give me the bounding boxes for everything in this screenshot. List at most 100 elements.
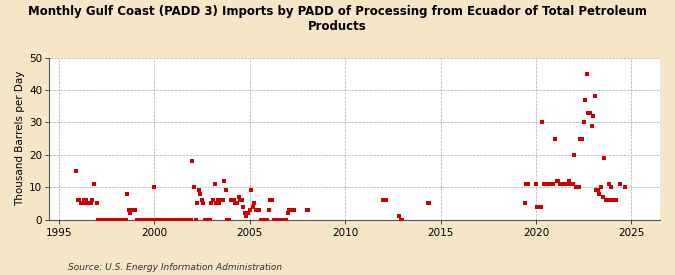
Point — [128, 208, 139, 212]
Point — [540, 182, 551, 186]
Point — [74, 198, 85, 202]
Point — [424, 201, 435, 206]
Point — [521, 182, 532, 186]
Point — [87, 198, 98, 202]
Point — [593, 188, 603, 193]
Point — [228, 198, 239, 202]
Point — [558, 182, 568, 186]
Point — [213, 198, 223, 202]
Point — [394, 214, 404, 219]
Text: Source: U.S. Energy Information Administration: Source: U.S. Energy Information Administ… — [68, 263, 281, 272]
Point — [541, 182, 552, 186]
Point — [269, 218, 280, 222]
Point — [566, 182, 576, 186]
Point — [520, 201, 531, 206]
Point — [190, 218, 201, 222]
Point — [157, 218, 167, 222]
Point — [556, 182, 567, 186]
Point — [187, 159, 198, 163]
Point — [543, 182, 554, 186]
Point — [131, 218, 142, 222]
Point — [225, 198, 236, 202]
Point — [139, 218, 150, 222]
Point — [587, 123, 597, 128]
Point — [615, 182, 626, 186]
Point — [243, 211, 254, 215]
Point — [259, 218, 269, 222]
Point — [279, 218, 290, 222]
Y-axis label: Thousand Barrels per Day: Thousand Barrels per Day — [15, 71, 25, 206]
Point — [262, 218, 273, 222]
Point — [198, 201, 209, 206]
Point — [599, 156, 610, 160]
Point — [569, 153, 580, 157]
Point — [549, 136, 560, 141]
Point — [169, 218, 180, 222]
Point — [79, 198, 90, 202]
Point — [302, 208, 313, 212]
Point — [163, 218, 174, 222]
Point — [208, 198, 219, 202]
Point — [122, 191, 132, 196]
Point — [85, 201, 96, 206]
Point — [289, 208, 300, 212]
Point — [235, 198, 246, 202]
Point — [130, 208, 140, 212]
Point — [260, 218, 271, 222]
Point — [284, 208, 295, 212]
Point — [100, 218, 111, 222]
Point — [378, 198, 389, 202]
Point — [610, 198, 621, 202]
Point — [142, 218, 153, 222]
Point — [206, 201, 217, 206]
Point — [603, 182, 614, 186]
Point — [546, 182, 557, 186]
Point — [254, 208, 265, 212]
Point — [222, 218, 233, 222]
Point — [115, 218, 126, 222]
Point — [215, 198, 226, 202]
Point — [138, 218, 148, 222]
Point — [82, 201, 92, 206]
Point — [117, 218, 128, 222]
Point — [545, 182, 556, 186]
Point — [275, 218, 286, 222]
Point — [574, 185, 585, 189]
Point — [71, 169, 82, 173]
Point — [588, 114, 599, 118]
Point — [379, 198, 390, 202]
Point — [564, 178, 574, 183]
Point — [227, 198, 238, 202]
Point — [583, 111, 594, 115]
Point — [72, 198, 83, 202]
Point — [192, 201, 202, 206]
Point — [551, 178, 562, 183]
Point — [155, 218, 166, 222]
Point — [146, 218, 157, 222]
Point — [596, 185, 607, 189]
Point — [152, 218, 163, 222]
Point — [534, 205, 545, 209]
Point — [148, 185, 159, 189]
Point — [535, 205, 546, 209]
Text: Monthly Gulf Coast (PADD 3) Imports by PADD of Processing from Ecuador of Total : Monthly Gulf Coast (PADD 3) Imports by P… — [28, 6, 647, 34]
Point — [217, 198, 228, 202]
Point — [423, 201, 433, 206]
Point — [176, 218, 187, 222]
Point — [267, 198, 277, 202]
Point — [570, 185, 581, 189]
Point — [195, 191, 206, 196]
Point — [257, 218, 268, 222]
Point — [241, 214, 252, 219]
Point — [381, 198, 392, 202]
Point — [188, 185, 199, 189]
Point — [263, 208, 274, 212]
Point — [230, 201, 241, 206]
Point — [597, 195, 608, 199]
Point — [236, 198, 247, 202]
Point — [205, 218, 215, 222]
Point — [168, 218, 179, 222]
Point — [250, 208, 261, 212]
Point — [522, 182, 533, 186]
Point — [200, 218, 211, 222]
